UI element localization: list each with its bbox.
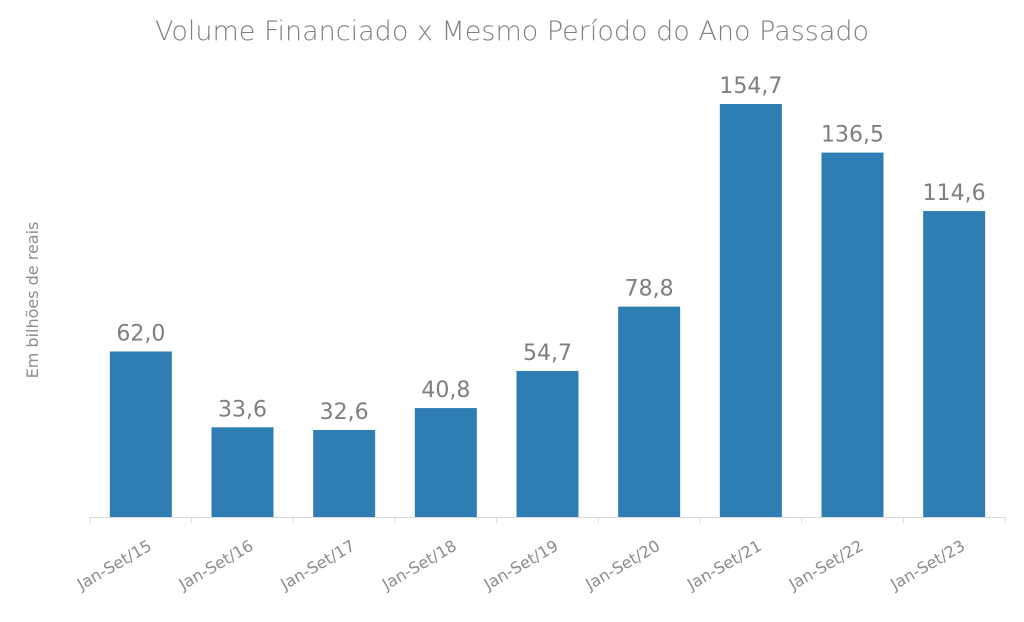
x-tick-label: Jan-Set/18 <box>378 536 460 594</box>
bar-jan-set-19 <box>516 370 579 517</box>
chart-title: Volume Financiado x Mesmo Período do Ano… <box>155 16 869 47</box>
y-axis-label: Em bilhões de reais <box>23 222 42 379</box>
data-label: 32,6 <box>320 400 369 425</box>
bars-group <box>109 104 986 517</box>
x-tick-labels-group: Jan-Set/15 Jan-Set/16 Jan-Set/17 Jan-Set/18… <box>73 536 968 594</box>
data-label: 154,7 <box>719 74 782 99</box>
x-tick-label: Jan-Set/21 <box>683 536 765 594</box>
data-label: 114,6 <box>923 181 986 206</box>
x-tick-label: Jan-Set/17 <box>276 536 358 594</box>
bar-jan-set-23 <box>923 211 986 517</box>
data-label: 33,6 <box>218 397 267 422</box>
x-tick-label: Jan-Set/20 <box>581 536 663 594</box>
bar-jan-set-18 <box>414 408 477 517</box>
bar-jan-set-20 <box>618 306 681 517</box>
bar-jan-set-15 <box>109 351 172 517</box>
data-label: 54,7 <box>523 341 572 366</box>
bar-jan-set-22 <box>821 152 884 517</box>
x-tick-label: Jan-Set/16 <box>175 536 257 594</box>
x-ticks-group <box>89 517 1006 523</box>
data-label: 40,8 <box>421 378 470 403</box>
bar-jan-set-16 <box>211 427 274 517</box>
x-tick-label: Jan-Set/22 <box>785 536 867 594</box>
x-tick-label: Jan-Set/23 <box>886 536 968 594</box>
data-label: 62,0 <box>116 321 165 346</box>
x-tick-label: Jan-Set/15 <box>73 536 155 594</box>
bar-jan-set-17 <box>313 429 376 517</box>
data-label: 136,5 <box>821 123 884 148</box>
x-tick-label: Jan-Set/19 <box>480 536 562 594</box>
bar-jan-set-21 <box>719 104 782 517</box>
data-label: 78,8 <box>625 277 674 302</box>
data-labels-group: 62,0 33,6 32,6 40,8 54,7 78,8 154,7 136,5 114,6 <box>116 74 985 425</box>
